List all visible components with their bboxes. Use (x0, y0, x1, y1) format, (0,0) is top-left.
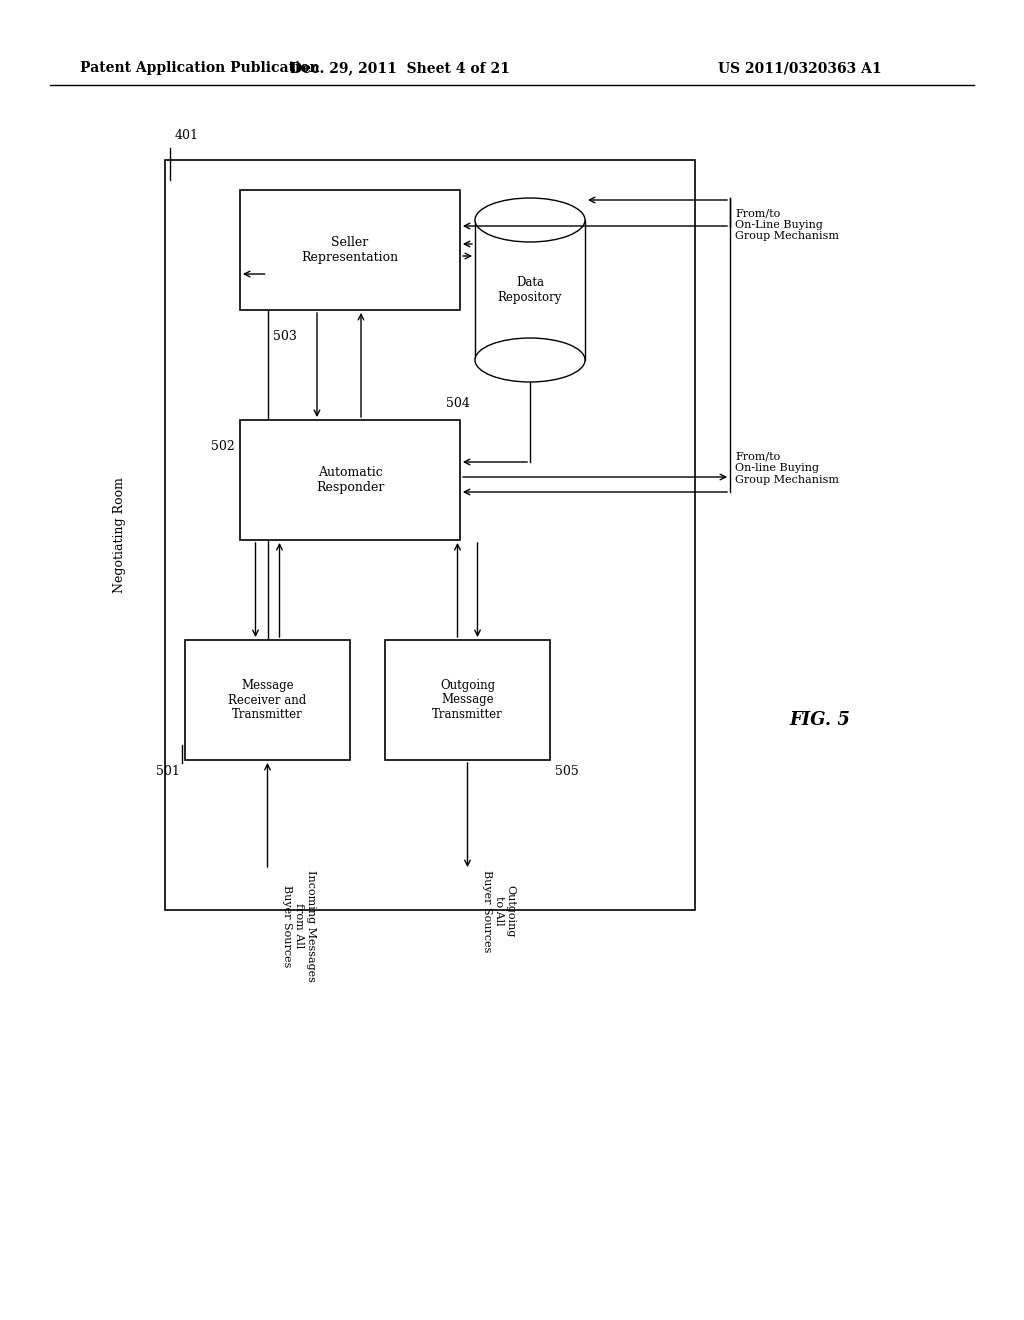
Text: Automatic
Responder: Automatic Responder (315, 466, 384, 494)
Text: Data
Repository: Data Repository (498, 276, 562, 304)
Bar (475, 220, 585, 360)
Bar (240, 190, 460, 310)
Text: 501: 501 (156, 766, 180, 777)
Text: Negotiating Room: Negotiating Room (114, 477, 127, 593)
Text: Outgoing
Message
Transmitter: Outgoing Message Transmitter (432, 678, 503, 722)
Text: Outgoing
to All
Buyer Sources: Outgoing to All Buyer Sources (482, 870, 516, 952)
Bar (165, 160, 695, 909)
Text: 503: 503 (272, 330, 296, 343)
Text: Dec. 29, 2011  Sheet 4 of 21: Dec. 29, 2011 Sheet 4 of 21 (290, 61, 510, 75)
Text: Message
Receiver and
Transmitter: Message Receiver and Transmitter (228, 678, 306, 722)
Bar (185, 640, 350, 760)
Text: Patent Application Publication: Patent Application Publication (80, 61, 319, 75)
Text: From/to
On-line Buying
Group Mechanism: From/to On-line Buying Group Mechanism (735, 451, 839, 484)
Text: Seller
Representation: Seller Representation (301, 236, 398, 264)
Ellipse shape (475, 198, 585, 242)
Text: From/to
On-Line Buying
Group Mechanism: From/to On-Line Buying Group Mechanism (735, 209, 839, 242)
Text: FIG. 5: FIG. 5 (790, 711, 851, 729)
Text: Incoming Messages
from All
Buyer Sources: Incoming Messages from All Buyer Sources (283, 870, 315, 982)
Bar (240, 420, 460, 540)
Ellipse shape (475, 338, 585, 381)
Text: US 2011/0320363 A1: US 2011/0320363 A1 (718, 61, 882, 75)
Text: 502: 502 (211, 440, 234, 453)
Text: 505: 505 (555, 766, 579, 777)
Bar (385, 640, 550, 760)
Text: 401: 401 (175, 129, 199, 143)
Text: 504: 504 (446, 397, 470, 411)
